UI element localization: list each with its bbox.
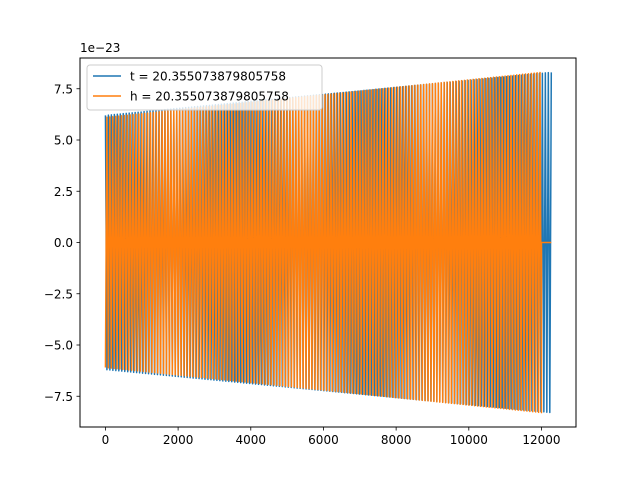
x-tick-label: 4000 [236,433,267,447]
x-tick-label: 2000 [163,433,194,447]
y-tick-label: 7.5 [54,82,73,96]
y-tick-label: −5.0 [44,339,73,353]
y-axis: 7.5 5.0 2.5 0.0 −2.5 −5.0 −7.5 [44,82,80,404]
x-tick-label: 0 [102,433,110,447]
legend-label-1: t = 20.355073879805758 [130,70,286,84]
x-tick-label: 12000 [522,433,560,447]
y-tick-label: 2.5 [54,185,73,199]
legend-label-2: h = 20.355073879805758 [130,90,289,104]
x-tick-label: 8000 [381,433,412,447]
y-offset-label: 1e−23 [80,41,120,55]
y-tick-label: −2.5 [44,287,73,301]
legend: t = 20.355073879805758 h = 20.35507387980… [86,64,323,111]
series-line-2 [104,71,552,414]
x-tick-label: 6000 [308,433,339,447]
y-tick-label: 5.0 [54,134,73,148]
y-tick-label: −7.5 [44,390,73,404]
legend-box [86,64,323,111]
x-axis: 0 2000 4000 6000 8000 10000 12000 [102,427,561,447]
y-tick-label: 0.0 [54,236,73,250]
x-tick-label: 10000 [450,433,488,447]
